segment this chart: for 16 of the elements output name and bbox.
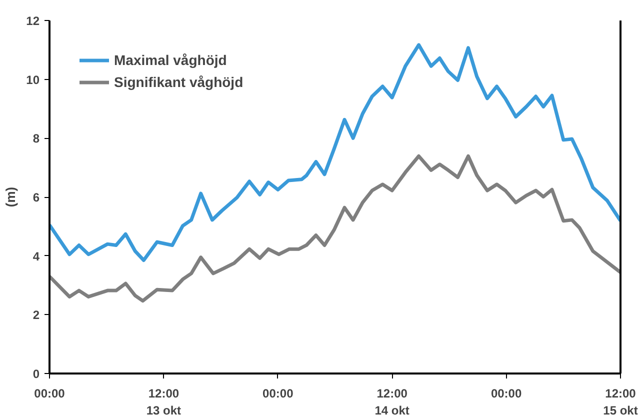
x-tick-label: 12:00 15 okt <box>603 386 638 418</box>
legend-label: Signifikant våghöjd <box>114 74 244 90</box>
x-tick-label: 12:00 13 okt <box>146 386 182 418</box>
x-tick-label: 00:00 <box>262 386 294 400</box>
y-tick-label: 12 <box>26 14 40 28</box>
y-axis-title: (m) <box>3 186 18 208</box>
legend-label: Maximal våghöjd <box>114 52 227 68</box>
y-tick-label: 10 <box>26 72 40 87</box>
y-tick-label: 2 <box>32 308 40 322</box>
x-tick-label: 00:00 <box>490 386 522 400</box>
y-tick-label: 8 <box>32 132 40 146</box>
x-tick-label: 12:00 14 okt <box>374 386 410 418</box>
y-tick-label: 4 <box>32 249 40 264</box>
x-tick-label: 00:00 <box>34 386 66 400</box>
y-tick-label: 6 <box>32 190 40 204</box>
y-tick-label: 0 <box>32 367 40 381</box>
